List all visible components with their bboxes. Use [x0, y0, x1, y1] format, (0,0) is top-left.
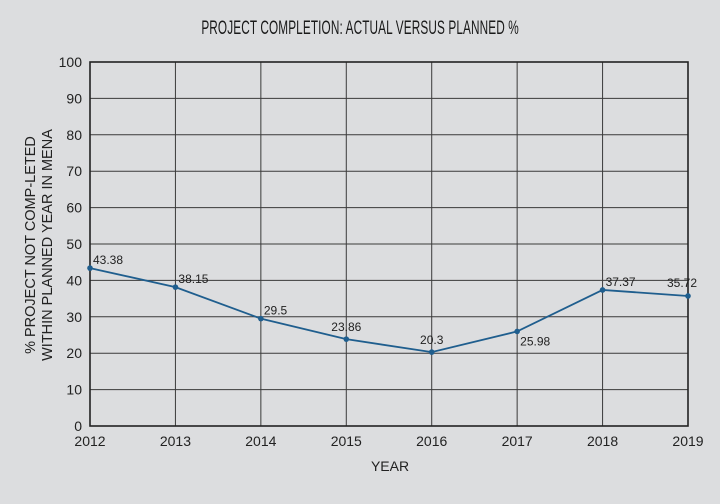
y-tick-label: 100 — [59, 54, 83, 70]
x-tick-label: 2016 — [416, 433, 447, 449]
y-tick-label: 80 — [66, 127, 82, 143]
data-label: 43.38 — [93, 253, 123, 267]
data-point — [685, 293, 691, 299]
data-label: 38.15 — [178, 272, 208, 286]
data-label: 25.98 — [520, 334, 550, 348]
x-tick-label: 2014 — [245, 433, 276, 449]
data-point — [87, 265, 93, 271]
x-tick-label: 2018 — [587, 433, 618, 449]
data-label: 20.3 — [420, 333, 444, 347]
y-tick-label: 70 — [66, 163, 82, 179]
data-point — [258, 315, 264, 322]
data-point — [428, 349, 435, 355]
y-tick-label: 60 — [66, 200, 82, 216]
data-point — [172, 284, 179, 290]
data-label: 37.37 — [606, 275, 636, 289]
y-tick-label: 20 — [66, 345, 82, 361]
data-label: 23.86 — [331, 320, 361, 334]
x-tick-label: 2013 — [160, 433, 191, 449]
x-axis-label: YEAR — [370, 458, 410, 474]
data-label: 29.5 — [264, 304, 288, 318]
data-point — [343, 336, 350, 342]
plot-border — [89, 61, 689, 427]
y-tick-label: 90 — [66, 90, 82, 106]
chart-title: PROJECT COMPLETION: ACTUAL VERSUS PLANNE… — [201, 18, 519, 39]
y-tick-label: 50 — [66, 236, 82, 252]
data-point — [599, 287, 606, 293]
data-label: 35.72 — [667, 276, 697, 290]
x-tick-label: 2019 — [672, 433, 703, 449]
y-tick-label: 30 — [66, 309, 82, 325]
x-tick-label: 2017 — [502, 433, 533, 449]
series-line — [89, 267, 689, 354]
y-tick-label: 0 — [74, 418, 82, 434]
data-point — [514, 328, 520, 335]
x-tick-label: 2015 — [331, 433, 362, 449]
y-tick-label: 40 — [66, 272, 82, 288]
x-tick-label: 2012 — [74, 433, 105, 449]
y-tick-label: 10 — [66, 382, 82, 398]
